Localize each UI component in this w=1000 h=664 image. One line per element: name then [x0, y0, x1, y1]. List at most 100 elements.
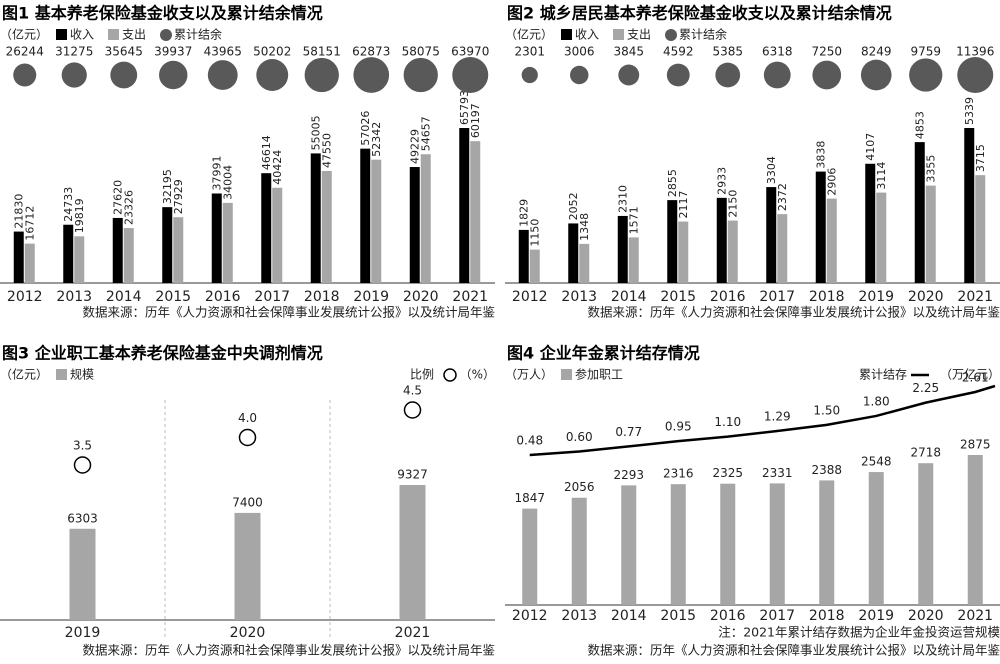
bar — [914, 142, 925, 283]
legend-label: 累计结余 — [174, 27, 222, 42]
value-label: 60197 — [469, 103, 482, 138]
bar — [716, 197, 727, 283]
value-label: 4.0 — [238, 411, 257, 425]
bar — [74, 236, 85, 283]
x-tick-label: 2015 — [660, 608, 696, 624]
bar — [815, 171, 826, 283]
value-label: 11396 — [956, 45, 994, 59]
value-label: 58151 — [303, 45, 341, 59]
value-label: 32195 — [161, 169, 174, 204]
bar — [975, 175, 986, 283]
value-label: 3304 — [765, 156, 778, 184]
value-label: 63970 — [451, 45, 489, 59]
x-tick-label: 2015 — [660, 289, 696, 305]
value-label: 2150 — [726, 190, 739, 218]
value-label: 2372 — [776, 183, 789, 211]
x-tick-label: 2020 — [908, 289, 944, 305]
value-label: 4592 — [663, 45, 694, 59]
value-label: 9327 — [397, 468, 428, 482]
bar — [459, 128, 470, 283]
chart-title: 图4 企业年金累计结存情况 — [507, 344, 700, 363]
bubble — [618, 64, 640, 86]
value-label: 50202 — [253, 45, 291, 59]
value-label: 2056 — [564, 480, 595, 494]
bar — [826, 198, 837, 283]
value-label: 0.60 — [566, 430, 593, 444]
value-label: 16712 — [23, 206, 36, 241]
value-label: 54657 — [419, 116, 432, 151]
bar — [766, 187, 777, 283]
bar — [162, 207, 173, 283]
value-label: 2548 — [861, 455, 892, 469]
bar — [234, 512, 261, 620]
value-label: 8249 — [861, 45, 892, 59]
bubble — [763, 61, 791, 89]
x-tick-label: 2017 — [254, 289, 290, 305]
bar — [628, 237, 639, 283]
value-label: 2301 — [514, 45, 545, 59]
value-label: 2310 — [616, 185, 629, 213]
bubble — [452, 57, 489, 93]
bubble — [304, 57, 339, 93]
bubble — [159, 60, 188, 90]
x-tick-label: 2014 — [611, 289, 647, 305]
bar — [409, 167, 420, 283]
bubble — [110, 61, 138, 89]
value-label: 65793 — [458, 90, 471, 125]
bar — [819, 480, 835, 605]
x-tick-label: 2016 — [205, 289, 241, 305]
dot — [403, 401, 422, 419]
x-tick-label: 2020 — [403, 289, 439, 305]
unit-label: （万人） — [505, 368, 553, 382]
x-tick-label: 2014 — [611, 608, 647, 624]
value-label: 2875 — [960, 438, 991, 452]
legend-label: 累计结存 — [859, 368, 907, 382]
chart-title: 图2 城乡居民基本养老保险基金收支以及累计结余情况 — [507, 4, 892, 23]
value-label: 27620 — [111, 180, 124, 215]
x-tick-label: 2015 — [155, 289, 191, 305]
bar — [69, 528, 96, 620]
value-label: 6318 — [762, 45, 793, 59]
bubble — [13, 63, 37, 87]
value-label: 23326 — [122, 190, 135, 225]
legend-marker — [613, 29, 624, 40]
x-tick-label: 2019 — [858, 289, 894, 305]
value-label: 2.61 — [962, 371, 989, 385]
x-tick-label: 2018 — [809, 289, 845, 305]
value-label: 40424 — [271, 150, 284, 185]
legend-marker — [443, 368, 457, 382]
x-tick-label: 2021 — [452, 289, 488, 305]
unit-label: （亿元） — [0, 27, 48, 42]
bar — [272, 187, 283, 283]
value-label: 3715 — [974, 144, 987, 172]
bar — [667, 200, 678, 283]
legend-label: 收入 — [575, 28, 599, 42]
x-tick-label: 2020 — [908, 608, 944, 624]
bubble — [570, 65, 589, 85]
x-tick-label: 2020 — [230, 625, 266, 641]
x-tick-label: 2016 — [710, 289, 746, 305]
value-label: 43965 — [204, 45, 242, 59]
bar — [371, 159, 382, 283]
bar — [522, 508, 538, 605]
x-tick-label: 2019 — [858, 608, 894, 624]
bar — [868, 472, 884, 605]
bar — [670, 484, 686, 605]
x-tick-label: 2013 — [561, 289, 597, 305]
value-label: 4107 — [864, 133, 877, 161]
value-label: 1348 — [578, 213, 591, 241]
source: 数据来源：历年《人力资源和社会保障事业发展统计公报》以及统计局年鉴 — [587, 643, 1000, 658]
bubble — [521, 66, 538, 84]
bar — [925, 185, 936, 283]
bubble — [812, 60, 842, 90]
bar — [470, 141, 481, 283]
x-tick-label: 2012 — [7, 289, 43, 305]
legend-label: 参加职工 — [575, 367, 623, 382]
y2-unit-label: （万亿元） — [940, 367, 1000, 382]
value-label: 0.77 — [615, 425, 642, 439]
value-label: 2.25 — [912, 381, 939, 395]
value-label: 35645 — [105, 45, 143, 59]
bubble — [666, 63, 690, 87]
bar — [420, 154, 431, 283]
x-tick-label: 2018 — [809, 608, 845, 624]
